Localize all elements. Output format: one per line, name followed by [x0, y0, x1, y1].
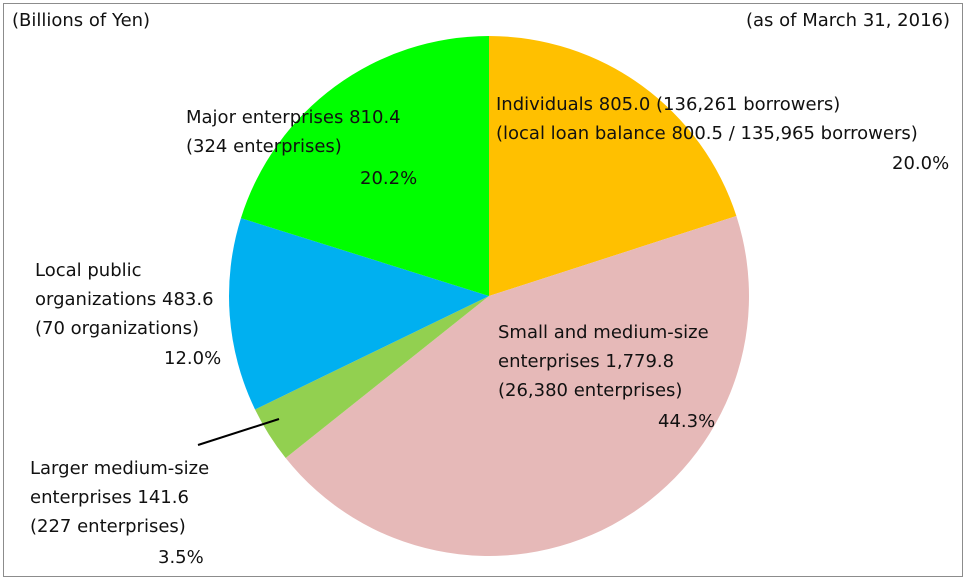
label-individuals: Individuals 805.0 (136,261 borrowers) (l…	[496, 90, 918, 148]
pie-slice-individuals	[489, 36, 737, 296]
label-small-medium-line1: Small and medium-size	[498, 322, 709, 343]
pct-local-public: 12.0%	[164, 348, 222, 369]
pct-individuals: 20.0%	[892, 153, 950, 174]
label-small-medium-line3: (26,380 enterprises)	[498, 380, 683, 401]
label-individuals-line2: (local loan balance 800.5 / 135,965 borr…	[496, 123, 918, 144]
label-individuals-line1: Individuals 805.0 (136,261 borrowers)	[496, 94, 841, 115]
label-larger-medium-line2: enterprises 141.6	[30, 487, 189, 508]
label-major: Major enterprises 810.4 (324 enterprises…	[186, 103, 401, 161]
pie-slice-small-and-medium-size-enterprises	[285, 216, 749, 556]
pct-larger-medium: 3.5%	[158, 547, 204, 568]
label-local-public-line2: organizations 483.6	[35, 289, 214, 310]
pie-slice-local-public-organizations	[228, 218, 489, 410]
label-major-line1: Major enterprises 810.4	[186, 107, 401, 128]
label-larger-medium: Larger medium-size enterprises 141.6 (22…	[30, 454, 209, 541]
label-local-public-line3: (70 organizations)	[35, 318, 199, 339]
date-label: (as of March 31, 2016)	[746, 10, 950, 31]
label-small-medium: Small and medium-size enterprises 1,779.…	[498, 318, 709, 405]
label-small-medium-line2: enterprises 1,779.8	[498, 351, 675, 372]
unit-label: (Billions of Yen)	[12, 10, 151, 31]
pie-slice-larger-medium-size-enterprises	[255, 296, 489, 459]
label-local-public: Local public organizations 483.6 (70 org…	[35, 256, 214, 343]
pct-major: 20.2%	[360, 168, 418, 189]
leader-line-larger-medium	[197, 418, 280, 446]
pie-slice-major-enterprises	[240, 36, 489, 296]
pct-small-medium: 44.3%	[658, 411, 716, 432]
label-larger-medium-line3: (227 enterprises)	[30, 516, 186, 537]
label-local-public-line1: Local public	[35, 260, 142, 281]
label-larger-medium-line1: Larger medium-size	[30, 458, 210, 479]
label-major-line2: (324 enterprises)	[186, 136, 342, 157]
